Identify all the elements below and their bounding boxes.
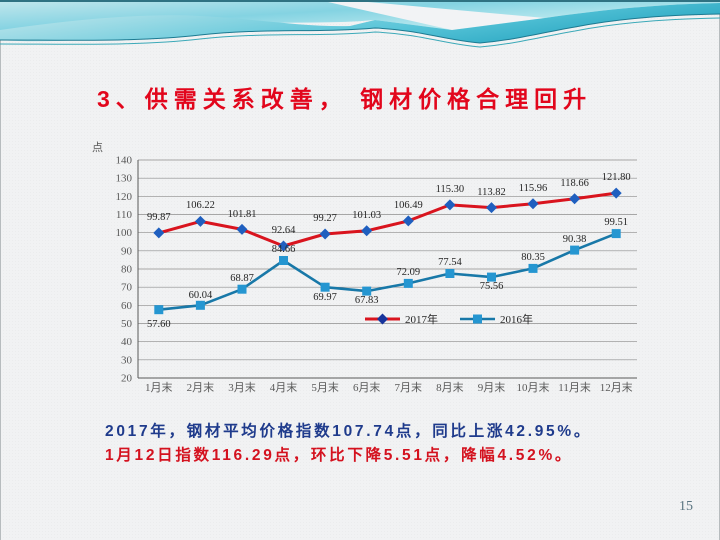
svg-text:2月末: 2月末	[187, 380, 215, 394]
svg-text:99.27: 99.27	[313, 213, 337, 224]
svg-text:106.49: 106.49	[394, 200, 423, 211]
svg-text:5月末: 5月末	[311, 380, 339, 394]
svg-text:4月末: 4月末	[270, 380, 298, 394]
svg-text:2017年: 2017年	[405, 312, 438, 326]
svg-text:90: 90	[121, 245, 133, 257]
svg-text:110: 110	[116, 209, 133, 221]
svg-text:77.54: 77.54	[438, 257, 462, 268]
svg-text:40: 40	[121, 336, 133, 348]
svg-text:69.97: 69.97	[313, 292, 337, 303]
svg-text:8月末: 8月末	[436, 380, 464, 394]
svg-text:60: 60	[121, 300, 133, 312]
svg-text:75.56: 75.56	[480, 281, 504, 292]
svg-text:10月末: 10月末	[517, 380, 550, 394]
svg-text:点: 点	[92, 141, 103, 154]
svg-text:70: 70	[121, 282, 133, 294]
svg-text:99.87: 99.87	[147, 212, 171, 223]
svg-text:20: 20	[121, 373, 133, 385]
svg-text:115.96: 115.96	[519, 183, 548, 194]
svg-text:9月末: 9月末	[478, 380, 506, 394]
svg-text:6月末: 6月末	[353, 380, 381, 394]
svg-text:113.82: 113.82	[477, 187, 506, 198]
svg-text:60.04: 60.04	[189, 290, 213, 301]
svg-text:30: 30	[121, 354, 133, 366]
svg-text:101.81: 101.81	[228, 209, 257, 220]
svg-text:7月末: 7月末	[395, 380, 423, 394]
svg-text:80.35: 80.35	[521, 252, 545, 263]
svg-text:2016年: 2016年	[500, 312, 533, 326]
svg-text:99.51: 99.51	[604, 217, 628, 228]
svg-text:106.22: 106.22	[186, 200, 215, 211]
svg-text:11月末: 11月末	[558, 380, 591, 394]
svg-text:3月末: 3月末	[228, 380, 256, 394]
svg-text:115.30: 115.30	[436, 184, 465, 195]
svg-text:100: 100	[116, 227, 133, 239]
svg-text:12月末: 12月末	[600, 380, 633, 394]
svg-text:67.83: 67.83	[355, 295, 379, 306]
svg-text:84.66: 84.66	[272, 244, 296, 255]
svg-text:101.03: 101.03	[352, 210, 381, 221]
svg-text:120: 120	[116, 191, 133, 203]
svg-text:57.60: 57.60	[147, 319, 171, 330]
svg-text:121.80: 121.80	[602, 172, 631, 183]
svg-text:90.38: 90.38	[563, 234, 587, 245]
svg-text:92.64: 92.64	[272, 225, 296, 236]
svg-text:68.87: 68.87	[230, 273, 254, 284]
svg-text:140: 140	[116, 155, 133, 167]
svg-text:118.66: 118.66	[560, 178, 589, 189]
svg-text:80: 80	[121, 264, 133, 276]
svg-text:1月末: 1月末	[145, 380, 173, 394]
svg-text:72.09: 72.09	[396, 267, 420, 278]
svg-text:50: 50	[121, 318, 133, 330]
svg-text:130: 130	[116, 173, 133, 185]
